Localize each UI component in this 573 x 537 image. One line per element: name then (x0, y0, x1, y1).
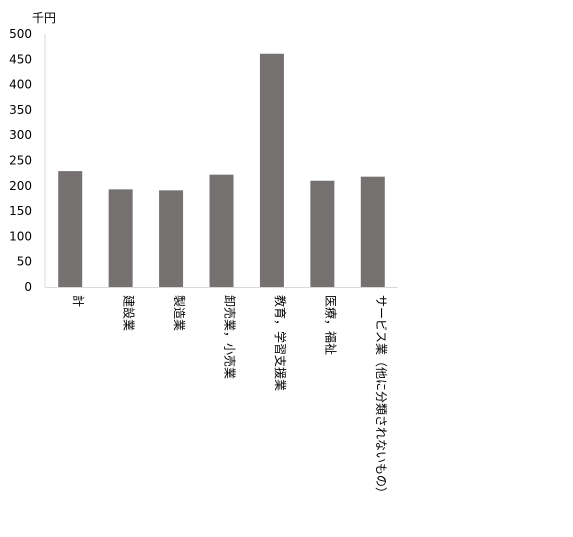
y-axis-ticks: 0 50 100 150 200 250 300 350 400 450 500 (9, 27, 32, 294)
x-category-label: サービス業（他に分類されないもの） (374, 295, 388, 499)
bar (108, 189, 133, 287)
y-tick-label: 450 (9, 52, 32, 66)
bars (58, 53, 385, 287)
y-tick-label: 300 (9, 128, 32, 142)
x-category-label: 卸売業，小売業 (223, 295, 238, 379)
y-tick-label: 100 (9, 229, 32, 243)
bar (58, 171, 83, 287)
y-unit-label: 千円 (32, 11, 56, 25)
bar (259, 53, 284, 287)
y-tick-label: 400 (9, 78, 32, 92)
y-tick-label: 500 (9, 27, 32, 41)
bar (310, 180, 335, 287)
y-tick-label: 250 (9, 154, 32, 168)
y-tick-label: 50 (17, 255, 32, 269)
bar (159, 190, 184, 287)
y-tick-label: 0 (24, 280, 32, 294)
x-category-label: 医療，福祉 (323, 295, 338, 355)
x-category-label: 建設業 (122, 295, 137, 331)
x-category-label: 計 (71, 295, 86, 307)
x-category-label: 製造業 (172, 295, 186, 331)
bar (209, 174, 234, 287)
y-tick-label: 200 (9, 179, 32, 193)
y-tick-label: 350 (9, 103, 32, 117)
x-category-label: 教育，学習支援業 (273, 295, 288, 391)
y-tick-label: 150 (9, 204, 32, 218)
x-axis-categories: 計 建設業 製造業 卸売業，小売業 教育，学習支援業 医療，福祉 サービス業（他に分類されな… (71, 295, 388, 499)
bar (360, 176, 385, 287)
